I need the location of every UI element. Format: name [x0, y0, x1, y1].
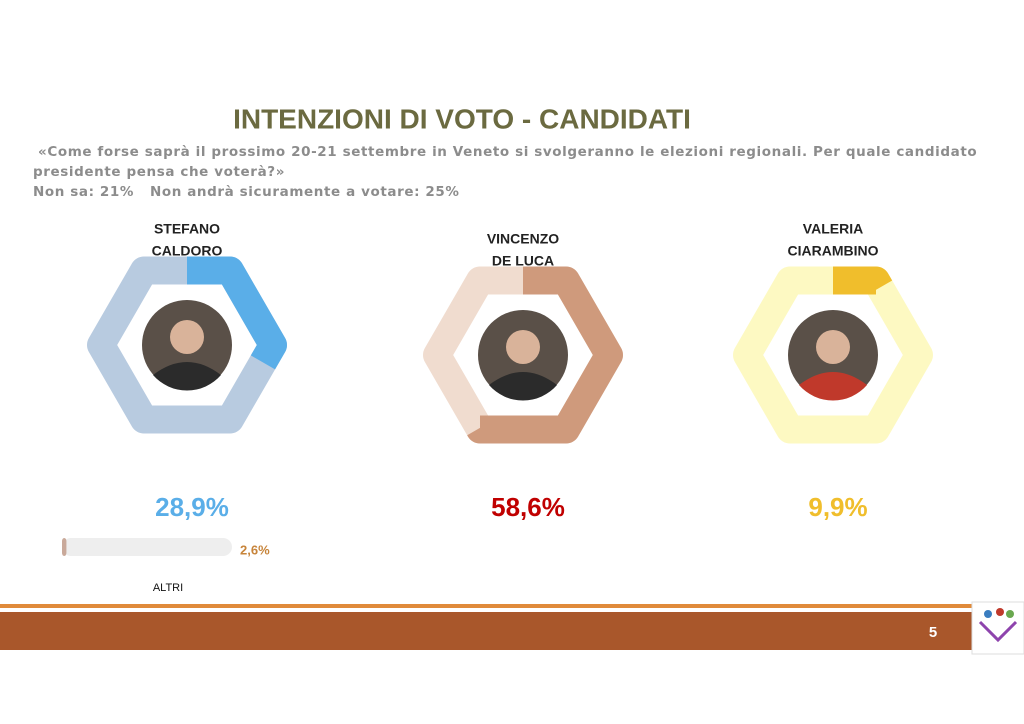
photo-head	[170, 320, 204, 354]
value-label: 58,6%	[491, 492, 565, 522]
candidate-name: DE LUCA	[492, 253, 554, 269]
value-label: 28,9%	[155, 492, 229, 522]
donut-segment	[423, 266, 623, 444]
footer-line	[0, 604, 972, 608]
bar	[62, 538, 67, 556]
photo-body	[799, 372, 867, 401]
footer-band	[0, 612, 972, 650]
donut-segment	[87, 256, 287, 434]
note: Non sa: 21% Non andrà sicuramente a vota…	[33, 184, 460, 200]
candidate-name: STEFANO	[154, 221, 220, 237]
value-label: 2,6%	[240, 542, 270, 557]
candidate-name: CALDORO	[152, 243, 223, 259]
value-label: 9,9%	[808, 492, 867, 522]
question-line: presidente pensa che voterà?»	[33, 164, 285, 180]
candidate-name: CIARAMBINO	[788, 243, 879, 259]
photo-head	[506, 330, 540, 364]
photo-body	[489, 372, 557, 401]
question-line: «Come forse saprà il prossimo 20-21 sett…	[38, 144, 977, 160]
bar-track	[62, 538, 232, 556]
candidate-name: VINCENZO	[487, 231, 559, 247]
page-number: 5	[929, 624, 937, 641]
candidate-name: VALERIA	[803, 221, 863, 237]
category-label: ALTRI	[153, 582, 183, 594]
photo-head	[816, 330, 850, 364]
logo	[971, 601, 1024, 655]
photo-body	[153, 362, 221, 391]
donut-track	[733, 266, 933, 444]
title: INTENZIONI DI VOTO - CANDIDATI	[233, 103, 691, 134]
